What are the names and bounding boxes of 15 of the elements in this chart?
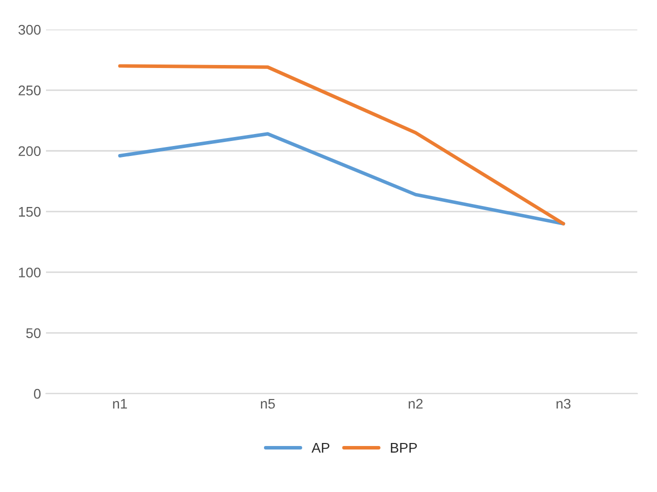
y-tick-label: 200 (18, 146, 41, 156)
y-tick-label: 300 (18, 24, 41, 35)
line-series (118, 64, 566, 226)
x-tick-label: n2 (408, 398, 423, 409)
legend-label: BPP (390, 443, 417, 453)
legend-label: AP (312, 443, 330, 453)
y-tick-label: 150 (19, 206, 41, 217)
y-tick-label: 50 (26, 328, 41, 338)
line-series (118, 132, 566, 226)
y-tick-label: 0 (34, 388, 41, 399)
y-tick-label: 100 (19, 268, 41, 278)
y-tick-label: 250 (18, 86, 41, 96)
x-tick-label: n3 (556, 398, 570, 409)
x-tick-label: n1 (113, 398, 127, 409)
x-tick-label: n5 (260, 398, 275, 409)
